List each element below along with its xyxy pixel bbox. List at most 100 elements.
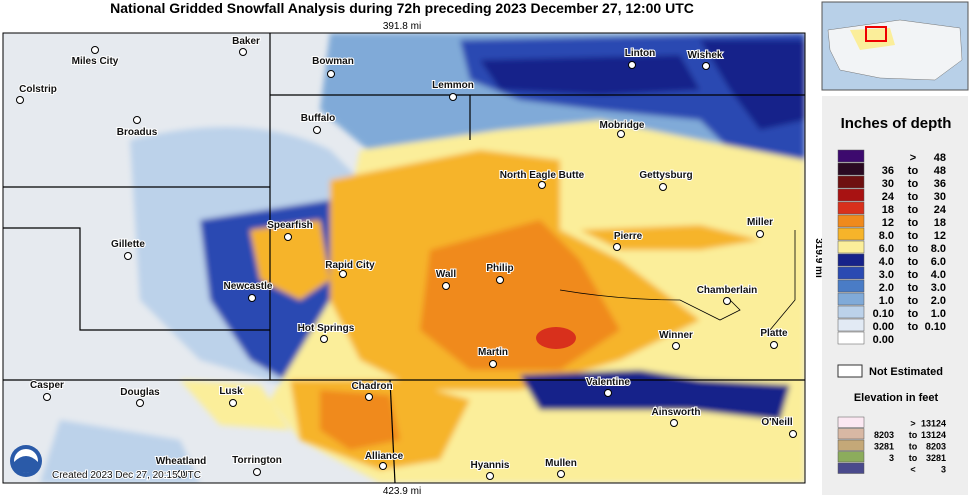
city-label: Hyannis <box>471 460 510 471</box>
legend-swatch <box>837 149 865 163</box>
legend-label: 12 <box>934 230 946 242</box>
legend-label: 8203 <box>874 430 894 440</box>
legend-label: 24 <box>934 204 947 216</box>
created-note: Created 2023 Dec 27, 20:15 UTC <box>52 470 201 481</box>
legend-label: > <box>910 419 915 429</box>
city-label: Philip <box>486 263 513 274</box>
city-label: Lusk <box>219 386 243 397</box>
city-marker <box>239 48 247 56</box>
legend-swatch <box>837 227 865 241</box>
legend-label: to <box>908 230 919 242</box>
city-marker <box>613 243 621 251</box>
city-label: Valentine <box>586 377 630 388</box>
legend-label: to <box>908 295 919 307</box>
legend-swatch <box>837 162 865 176</box>
city-marker <box>253 468 261 476</box>
city-marker <box>486 472 494 480</box>
legend-swatch <box>837 416 865 428</box>
city-marker <box>557 470 565 478</box>
city-label: Gillette <box>111 239 145 250</box>
city-marker <box>91 46 99 54</box>
city-marker <box>442 282 450 290</box>
scale-right: 319.9 mi <box>813 238 824 278</box>
city-label: North Eagle Butte <box>500 170 585 181</box>
city-label: Bowman <box>312 56 354 67</box>
legend-label: 3.0 <box>931 282 946 294</box>
not-estimated-label: Not Estimated <box>869 366 943 378</box>
city-marker <box>617 130 625 138</box>
city-label: Platte <box>760 328 788 339</box>
city-label: Winner <box>659 330 693 341</box>
legend-label: to <box>908 178 919 190</box>
legend-label: to <box>909 430 918 440</box>
city-label: Newcastle <box>224 281 273 292</box>
legend-label: 18 <box>882 204 894 216</box>
legend-label: to <box>909 453 918 463</box>
city-label: Buffalo <box>301 113 335 124</box>
city-marker <box>339 270 347 278</box>
legend-label: 3.0 <box>879 269 894 281</box>
title: National Gridded Snowfall Analysis durin… <box>110 0 694 16</box>
legend-label: 2.0 <box>931 295 946 307</box>
city-marker <box>365 393 373 401</box>
inset-map <box>821 1 969 91</box>
city-label: Martin <box>478 347 508 358</box>
city-label: Douglas <box>120 387 160 398</box>
legend-label: 1.0 <box>931 308 946 320</box>
city-marker <box>672 342 680 350</box>
city-marker <box>756 230 764 238</box>
legend-label: 18 <box>934 217 946 229</box>
legend-label: 13124 <box>921 430 946 440</box>
legend-swatch <box>837 305 865 319</box>
legend-swatch <box>837 428 865 440</box>
scale-bottom: 423.9 mi <box>383 486 421 497</box>
legend-label: < <box>910 465 915 475</box>
city-label: Torrington <box>232 455 282 466</box>
city-label: Wheatland <box>156 456 207 467</box>
legend-swatch <box>837 266 865 280</box>
city-marker <box>702 62 710 70</box>
legend-label: 48 <box>934 165 946 177</box>
legend-label: 3281 <box>926 453 946 463</box>
legend-label: 6.0 <box>879 243 894 255</box>
legend-label: 3 <box>941 465 946 475</box>
city-marker <box>379 462 387 470</box>
city-label: Chadron <box>351 381 392 392</box>
scale-top: 391.8 mi <box>383 21 421 32</box>
legend-swatch <box>837 292 865 306</box>
depth-legend-title: Inches of depth <box>841 115 952 132</box>
city-marker <box>770 341 778 349</box>
city-label: Rapid City <box>325 260 375 271</box>
legend-label: to <box>908 204 919 216</box>
legend-label: 3 <box>889 453 894 463</box>
legend-label: 8203 <box>926 442 946 452</box>
city-label: Colstrip <box>19 84 57 95</box>
map: Baker Miles City Colstrip Broadus Bowman Lemm… <box>2 32 806 484</box>
city-marker <box>248 294 256 302</box>
city-label: Chamberlain <box>697 285 758 296</box>
city-label: Mobridge <box>600 120 645 131</box>
legend-label: > <box>910 152 916 164</box>
city-marker <box>124 252 132 260</box>
legend-swatch <box>837 188 865 202</box>
city-label: Casper <box>30 380 64 391</box>
legend-label: to <box>908 282 919 294</box>
city-label: Wall <box>436 269 456 280</box>
city-label: Hot Springs <box>298 323 355 334</box>
legend-label: 12 <box>882 217 894 229</box>
legend-label: 48 <box>934 152 946 164</box>
legend-label: 4.0 <box>879 256 894 268</box>
city-label: Pierre <box>614 231 643 242</box>
legend-swatch <box>837 175 865 189</box>
legend-label: to <box>908 217 919 229</box>
elevation-legend-title: Elevation in feet <box>854 392 939 404</box>
legend-label: 13124 <box>921 419 946 429</box>
city-marker <box>789 430 797 438</box>
legend-swatch <box>837 214 865 228</box>
legend-label: 4.0 <box>931 269 946 281</box>
legend-swatch <box>837 331 865 345</box>
legend-label: 30 <box>882 178 894 190</box>
city-marker <box>449 93 457 101</box>
city-marker <box>313 126 321 134</box>
